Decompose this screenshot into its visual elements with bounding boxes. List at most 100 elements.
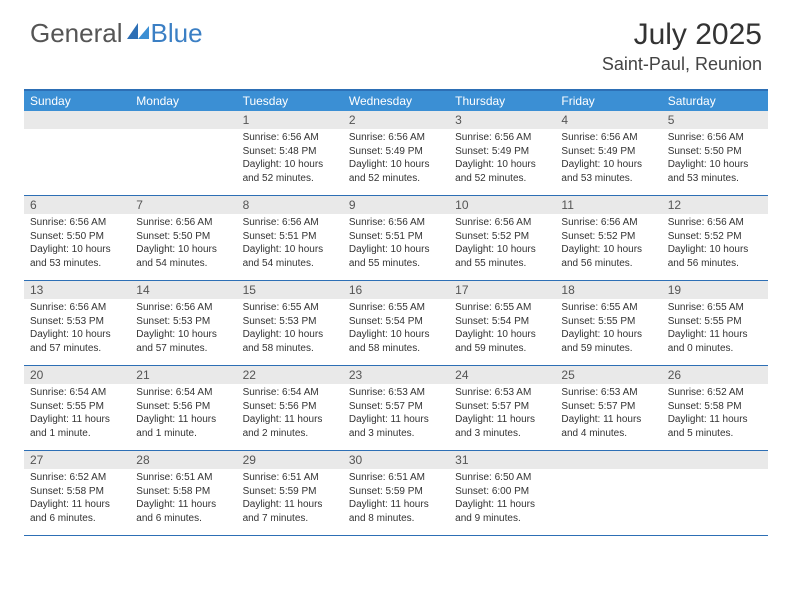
day-body: Sunrise: 6:56 AMSunset: 5:52 PMDaylight:… [449,214,555,274]
day-cell: 16Sunrise: 6:55 AMSunset: 5:54 PMDayligh… [343,281,449,365]
calendar: Sunday Monday Tuesday Wednesday Thursday… [24,89,768,536]
day-ss: Sunset: 5:58 PM [668,400,762,414]
day-d2: and 6 minutes. [30,512,124,526]
day-body [130,129,236,135]
day-ss: Sunset: 5:53 PM [243,315,337,329]
day-sr: Sunrise: 6:56 AM [136,301,230,315]
day-d2: and 9 minutes. [455,512,549,526]
day-sr: Sunrise: 6:53 AM [455,386,549,400]
day-d1: Daylight: 10 hours [349,243,443,257]
day-body: Sunrise: 6:56 AMSunset: 5:49 PMDaylight:… [449,129,555,189]
day-body: Sunrise: 6:53 AMSunset: 5:57 PMDaylight:… [449,384,555,444]
day-sr: Sunrise: 6:51 AM [136,471,230,485]
day-number: 6 [24,196,130,214]
day-body: Sunrise: 6:56 AMSunset: 5:48 PMDaylight:… [237,129,343,189]
day-cell: 14Sunrise: 6:56 AMSunset: 5:53 PMDayligh… [130,281,236,365]
day-sr: Sunrise: 6:53 AM [561,386,655,400]
day-sr: Sunrise: 6:53 AM [349,386,443,400]
day-ss: Sunset: 5:52 PM [561,230,655,244]
day-cell: 23Sunrise: 6:53 AMSunset: 5:57 PMDayligh… [343,366,449,450]
day-sr: Sunrise: 6:55 AM [561,301,655,315]
day-d2: and 7 minutes. [243,512,337,526]
day-cell: 10Sunrise: 6:56 AMSunset: 5:52 PMDayligh… [449,196,555,280]
day-body: Sunrise: 6:55 AMSunset: 5:54 PMDaylight:… [449,299,555,359]
day-ss: Sunset: 5:59 PM [349,485,443,499]
day-body: Sunrise: 6:52 AMSunset: 5:58 PMDaylight:… [662,384,768,444]
day-d2: and 57 minutes. [30,342,124,356]
day-cell: 1Sunrise: 6:56 AMSunset: 5:48 PMDaylight… [237,111,343,195]
day-cell: 20Sunrise: 6:54 AMSunset: 5:55 PMDayligh… [24,366,130,450]
day-sr: Sunrise: 6:52 AM [30,471,124,485]
day-ss: Sunset: 5:53 PM [30,315,124,329]
dow-monday: Monday [130,91,236,111]
day-sr: Sunrise: 6:54 AM [243,386,337,400]
day-number: 30 [343,451,449,469]
day-d2: and 53 minutes. [668,172,762,186]
day-body: Sunrise: 6:53 AMSunset: 5:57 PMDaylight:… [555,384,661,444]
day-d1: Daylight: 10 hours [455,328,549,342]
week-row: 13Sunrise: 6:56 AMSunset: 5:53 PMDayligh… [24,281,768,366]
day-d1: Daylight: 11 hours [243,413,337,427]
day-d1: Daylight: 11 hours [455,498,549,512]
day-d1: Daylight: 10 hours [349,158,443,172]
day-cell [555,451,661,535]
day-sr: Sunrise: 6:56 AM [668,131,762,145]
day-d1: Daylight: 11 hours [349,498,443,512]
day-sr: Sunrise: 6:56 AM [455,131,549,145]
day-cell [130,111,236,195]
day-sr: Sunrise: 6:56 AM [561,216,655,230]
day-d2: and 8 minutes. [349,512,443,526]
day-d1: Daylight: 11 hours [30,413,124,427]
day-cell: 12Sunrise: 6:56 AMSunset: 5:52 PMDayligh… [662,196,768,280]
day-cell: 13Sunrise: 6:56 AMSunset: 5:53 PMDayligh… [24,281,130,365]
day-number: 3 [449,111,555,129]
day-number: 26 [662,366,768,384]
day-number: 25 [555,366,661,384]
day-ss: Sunset: 6:00 PM [455,485,549,499]
day-d1: Daylight: 10 hours [561,328,655,342]
day-ss: Sunset: 5:48 PM [243,145,337,159]
day-body: Sunrise: 6:50 AMSunset: 6:00 PMDaylight:… [449,469,555,529]
logo-text-general: General [30,18,123,49]
day-ss: Sunset: 5:51 PM [349,230,443,244]
day-d1: Daylight: 11 hours [243,498,337,512]
day-number: 31 [449,451,555,469]
day-d2: and 57 minutes. [136,342,230,356]
day-ss: Sunset: 5:55 PM [561,315,655,329]
day-d2: and 3 minutes. [349,427,443,441]
day-cell: 5Sunrise: 6:56 AMSunset: 5:50 PMDaylight… [662,111,768,195]
day-cell: 26Sunrise: 6:52 AMSunset: 5:58 PMDayligh… [662,366,768,450]
weeks-container: 1Sunrise: 6:56 AMSunset: 5:48 PMDaylight… [24,111,768,536]
day-number [662,451,768,469]
day-d1: Daylight: 10 hours [455,158,549,172]
day-sr: Sunrise: 6:51 AM [243,471,337,485]
day-number: 23 [343,366,449,384]
day-sr: Sunrise: 6:52 AM [668,386,762,400]
day-cell: 3Sunrise: 6:56 AMSunset: 5:49 PMDaylight… [449,111,555,195]
day-body: Sunrise: 6:56 AMSunset: 5:50 PMDaylight:… [662,129,768,189]
day-cell: 15Sunrise: 6:55 AMSunset: 5:53 PMDayligh… [237,281,343,365]
day-body: Sunrise: 6:56 AMSunset: 5:52 PMDaylight:… [555,214,661,274]
day-sr: Sunrise: 6:56 AM [455,216,549,230]
day-body: Sunrise: 6:56 AMSunset: 5:53 PMDaylight:… [130,299,236,359]
day-number: 19 [662,281,768,299]
week-row: 20Sunrise: 6:54 AMSunset: 5:55 PMDayligh… [24,366,768,451]
day-ss: Sunset: 5:56 PM [136,400,230,414]
day-body: Sunrise: 6:56 AMSunset: 5:53 PMDaylight:… [24,299,130,359]
day-sr: Sunrise: 6:55 AM [455,301,549,315]
day-number: 11 [555,196,661,214]
day-sr: Sunrise: 6:56 AM [668,216,762,230]
title-block: July 2025 Saint-Paul, Reunion [602,18,762,75]
dow-thursday: Thursday [449,91,555,111]
day-cell: 11Sunrise: 6:56 AMSunset: 5:52 PMDayligh… [555,196,661,280]
day-cell: 21Sunrise: 6:54 AMSunset: 5:56 PMDayligh… [130,366,236,450]
logo-text-blue: Blue [151,18,203,49]
dow-friday: Friday [555,91,661,111]
logo: General Blue [30,18,203,49]
day-d1: Daylight: 10 hours [455,243,549,257]
day-d1: Daylight: 10 hours [561,158,655,172]
day-ss: Sunset: 5:54 PM [455,315,549,329]
day-cell: 19Sunrise: 6:55 AMSunset: 5:55 PMDayligh… [662,281,768,365]
day-ss: Sunset: 5:51 PM [243,230,337,244]
day-body: Sunrise: 6:51 AMSunset: 5:59 PMDaylight:… [237,469,343,529]
